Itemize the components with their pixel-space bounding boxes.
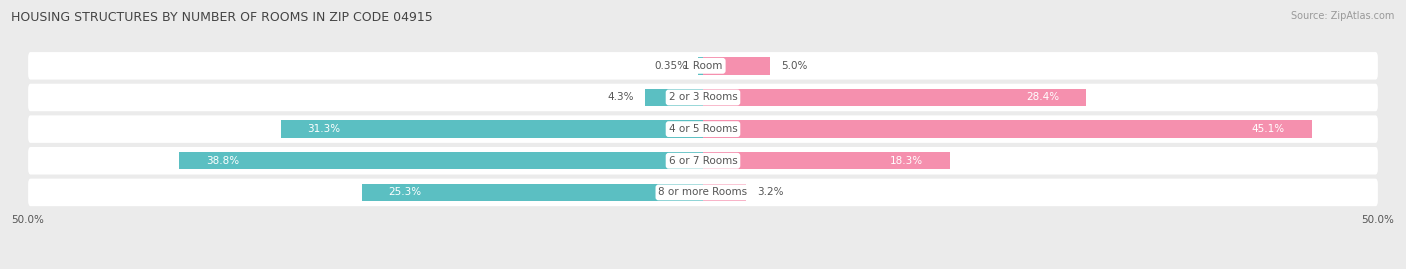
- Text: 4.3%: 4.3%: [607, 93, 634, 102]
- Text: 38.8%: 38.8%: [207, 156, 239, 166]
- FancyBboxPatch shape: [28, 52, 1378, 80]
- Text: 8 or more Rooms: 8 or more Rooms: [658, 187, 748, 197]
- Bar: [703, 152, 950, 169]
- Text: 1 Room: 1 Room: [683, 61, 723, 71]
- Text: 28.4%: 28.4%: [1026, 93, 1059, 102]
- Text: Source: ZipAtlas.com: Source: ZipAtlas.com: [1291, 11, 1395, 21]
- FancyBboxPatch shape: [28, 84, 1378, 111]
- FancyBboxPatch shape: [28, 179, 1378, 206]
- Bar: [361, 184, 703, 201]
- Text: 2 or 3 Rooms: 2 or 3 Rooms: [669, 93, 737, 102]
- Bar: [645, 89, 703, 106]
- Text: HOUSING STRUCTURES BY NUMBER OF ROOMS IN ZIP CODE 04915: HOUSING STRUCTURES BY NUMBER OF ROOMS IN…: [11, 11, 433, 24]
- Text: 3.2%: 3.2%: [756, 187, 783, 197]
- Text: 0.35%: 0.35%: [654, 61, 688, 71]
- Text: 4 or 5 Rooms: 4 or 5 Rooms: [669, 124, 737, 134]
- Bar: [703, 184, 747, 201]
- Text: 31.3%: 31.3%: [308, 124, 340, 134]
- Bar: [699, 57, 703, 75]
- Bar: [703, 121, 1312, 138]
- Text: 25.3%: 25.3%: [388, 187, 422, 197]
- Bar: [703, 89, 1087, 106]
- Bar: [180, 152, 703, 169]
- FancyBboxPatch shape: [28, 147, 1378, 175]
- Text: 18.3%: 18.3%: [890, 156, 922, 166]
- Text: 45.1%: 45.1%: [1251, 124, 1285, 134]
- Text: 6 or 7 Rooms: 6 or 7 Rooms: [669, 156, 737, 166]
- FancyBboxPatch shape: [28, 115, 1378, 143]
- Text: 5.0%: 5.0%: [782, 61, 807, 71]
- Bar: [281, 121, 703, 138]
- Bar: [703, 57, 770, 75]
